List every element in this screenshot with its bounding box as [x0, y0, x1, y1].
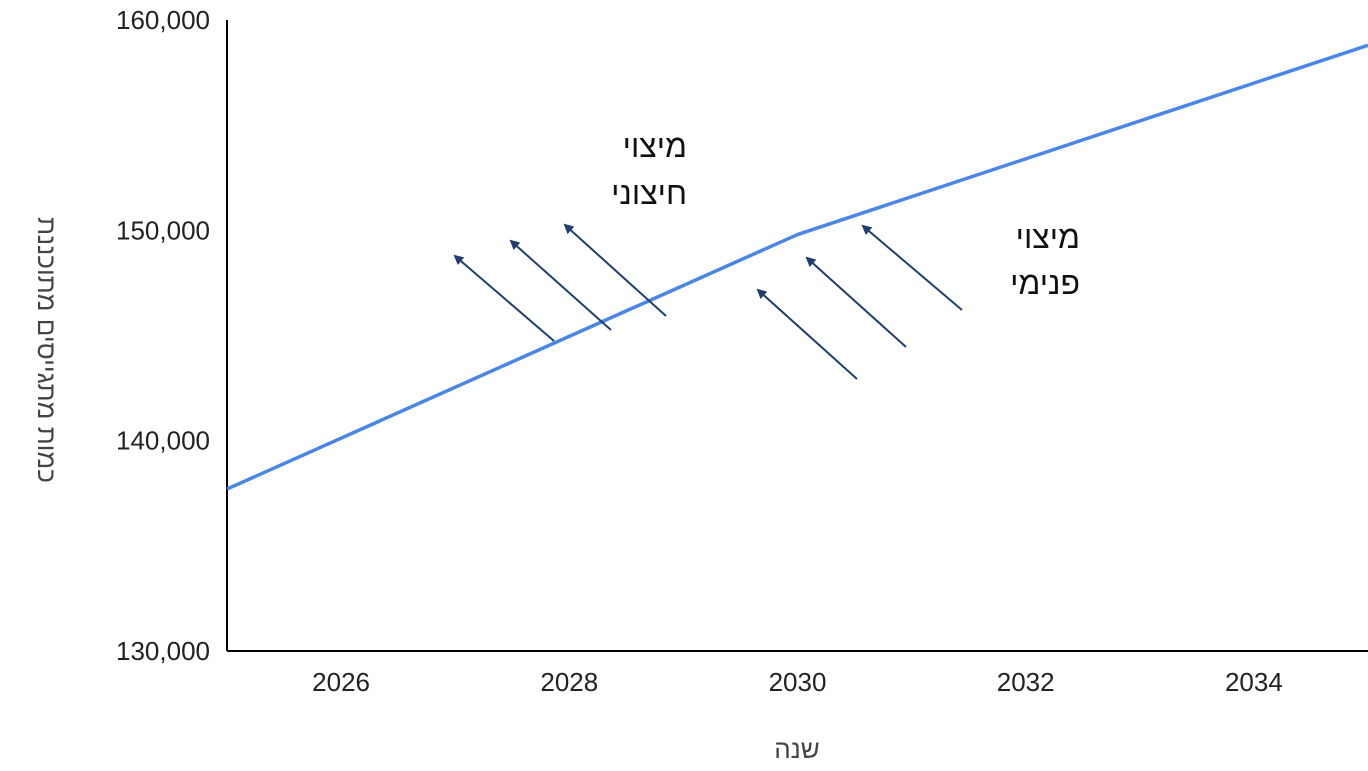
- annotation-internal: מיצוי פנימי: [1010, 219, 1080, 301]
- external-arrow-3: [563, 223, 667, 317]
- x-tick-label: 2032: [997, 667, 1055, 697]
- series-line: [226, 43, 1368, 491]
- annotation-internal-line-2: פנימי: [1010, 265, 1080, 301]
- external-arrows: [453, 223, 667, 342]
- series-layer: [226, 43, 1368, 491]
- y-tick-labels: 130,000 140,000 150,000 160,000: [116, 5, 210, 666]
- internal-arrow-3: [861, 224, 963, 311]
- x-tick-label: 2026: [312, 667, 370, 697]
- internal-arrows: [756, 224, 963, 380]
- annotation-internal-line-1: מיצוי: [1016, 219, 1080, 255]
- x-tick-label: 2030: [769, 667, 827, 697]
- y-axis-title: כמות מתגייסים מתוכננת: [32, 217, 62, 483]
- y-tick-label: 150,000: [116, 215, 210, 245]
- internal-arrow-1: [756, 288, 858, 380]
- axes: [226, 20, 1368, 652]
- x-axis-title: שנה: [774, 734, 820, 764]
- internal-arrow-2: [805, 256, 907, 348]
- annotation-external-line-2: חיצוני: [611, 175, 687, 211]
- x-tick-labels: 2026 2028 2030 2032 2034: [312, 667, 1283, 697]
- external-arrow-2: [509, 239, 612, 331]
- annotation-external: מיצוי חיצוני: [611, 128, 687, 211]
- y-tick-label: 160,000: [116, 5, 210, 35]
- y-tick-label: 140,000: [116, 426, 210, 456]
- y-tick-label: 130,000: [116, 636, 210, 666]
- x-tick-label: 2034: [1225, 667, 1283, 697]
- x-tick-label: 2028: [540, 667, 598, 697]
- annotation-external-line-1: מיצוי: [623, 128, 687, 164]
- external-arrow-1: [453, 254, 555, 342]
